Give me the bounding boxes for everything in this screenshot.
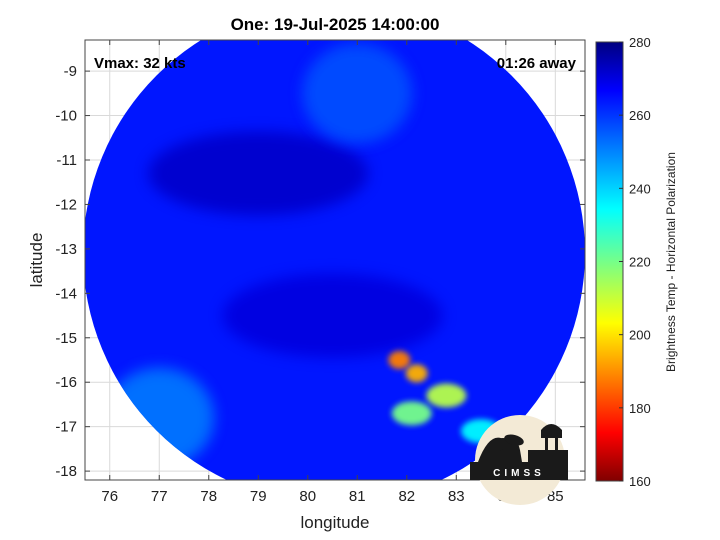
swath-feature-cool-patch [302,43,413,144]
colorbar-tick-label: 280 [629,35,651,50]
x-tick-label: 81 [349,488,366,505]
x-tick-label: 76 [101,488,118,505]
x-tick-label: 83 [448,488,465,505]
colorbar: 280 260 240 220 200 180 160 Brightness Temp - … [595,35,678,489]
y-tick-label: -16 [55,374,77,391]
colorbar-ticks: 280 260 240 220 200 180 160 [619,35,651,489]
colorbar-gradient [595,41,624,482]
x-tick-label: 77 [151,488,168,505]
swath-feature-convective-cell [426,383,467,408]
x-tick-label: 80 [299,488,316,505]
colorbar-tick-label: 200 [629,328,651,343]
x-axis-label: longitude [300,513,369,532]
y-tick-label: -18 [55,463,77,480]
colorbar-tick-label: 180 [629,401,651,416]
y-axis-ticks: -9 -10 -11 -12 -13 -14 -15 -16 -17 -18 [55,63,585,480]
colorbar-tick-label: 260 [629,108,651,123]
y-tick-label: -13 [55,241,77,258]
swath-feature-convective-cell [391,401,432,426]
y-tick-label: -17 [55,419,77,436]
cimss-logo: CIMSS [470,415,568,505]
y-axis-label: latitude [27,233,46,288]
colorbar-tick-label: 240 [629,181,651,196]
logo-text: CIMSS [493,468,545,479]
colorbar-tick-label: 220 [629,255,651,270]
colorbar-label: Brightness Temp - Horizontal Polarizatio… [664,152,678,372]
swath-feature-convective-core [388,351,411,369]
swath-feature-warm-band [148,131,369,216]
y-tick-label: -12 [55,196,77,213]
swath-feature-convective-core [405,364,428,383]
x-tick-label: 82 [398,488,415,505]
x-tick-label: 78 [200,488,217,505]
chart-title: One: 19-Jul-2025 14:00:00 [231,15,440,34]
y-tick-label: -14 [55,285,77,302]
y-tick-label: -9 [64,63,77,80]
y-tick-label: -15 [55,330,77,347]
y-tick-label: -11 [56,152,77,169]
y-tick-label: -10 [55,108,77,125]
vmax-annotation: Vmax: 32 kts [94,55,186,72]
colorbar-tick-label: 160 [629,474,651,489]
time-away-annotation: 01:26 away [497,55,577,72]
swath-feature-warm-band [222,273,443,358]
plot-frame [84,39,586,481]
x-tick-label: 79 [250,488,267,505]
